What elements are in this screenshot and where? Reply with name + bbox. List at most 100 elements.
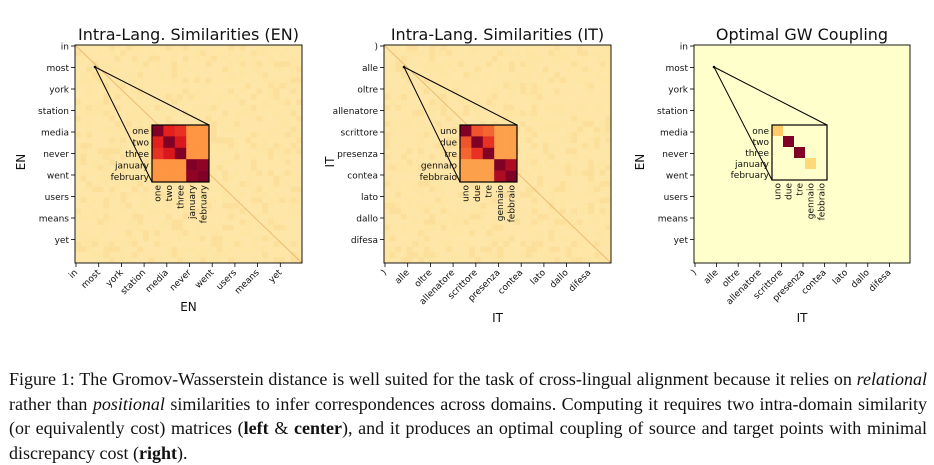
heatmap-texture-cell bbox=[109, 45, 115, 51]
heatmap-texture-cell bbox=[154, 230, 161, 236]
heatmap-texture-cell bbox=[503, 110, 509, 116]
heatmap-texture-cell bbox=[211, 104, 217, 111]
x-tick-label: most bbox=[80, 268, 103, 291]
heatmap-texture-cell bbox=[474, 110, 481, 116]
inset-cell bbox=[482, 159, 495, 171]
heatmap-texture-cell bbox=[491, 55, 498, 62]
heatmap-texture-cell bbox=[440, 164, 447, 171]
heatmap-texture-cell bbox=[177, 99, 183, 105]
heatmap-texture-cell bbox=[92, 72, 98, 78]
heatmap-texture-cell bbox=[480, 208, 487, 214]
heatmap-texture-cell bbox=[525, 192, 532, 198]
heatmap-texture-cell bbox=[97, 186, 104, 193]
heatmap-texture-cell bbox=[188, 192, 195, 198]
heatmap-texture-cell bbox=[446, 45, 453, 51]
heatmap-texture-cell bbox=[250, 115, 257, 122]
heatmap-texture-cell bbox=[148, 121, 155, 127]
heatmap-texture-cell bbox=[605, 132, 611, 138]
heatmap-texture-cell bbox=[126, 192, 132, 198]
heatmap-texture-cell bbox=[97, 241, 104, 247]
heatmap-texture-cell bbox=[143, 230, 149, 236]
heatmap-texture-cell bbox=[395, 159, 402, 165]
heatmap-texture-cell bbox=[97, 154, 104, 160]
heatmap-texture-cell bbox=[131, 115, 138, 122]
x-axis-label: IT bbox=[797, 311, 809, 325]
inset-row-label: due bbox=[440, 139, 457, 149]
heatmap-texture-cell bbox=[508, 83, 515, 89]
heatmap-texture-cell bbox=[395, 61, 402, 67]
heatmap-texture-cell bbox=[491, 197, 498, 204]
heatmap-texture-cell bbox=[109, 50, 115, 56]
heatmap-texture-cell bbox=[423, 230, 430, 236]
heatmap-texture-cell bbox=[531, 110, 538, 116]
heatmap-texture-cell bbox=[273, 126, 280, 133]
heatmap-texture-cell bbox=[469, 246, 475, 253]
heatmap-texture-cell bbox=[599, 104, 606, 111]
heatmap-texture-cell bbox=[440, 143, 447, 149]
heatmap-texture-cell bbox=[593, 197, 600, 204]
heatmap-texture-cell bbox=[531, 241, 538, 247]
heatmap-texture-cell bbox=[525, 88, 532, 95]
heatmap-texture-cell bbox=[216, 186, 223, 193]
heatmap-texture-cell bbox=[160, 181, 166, 187]
heatmap-texture-cell bbox=[92, 104, 98, 111]
heatmap-texture-cell bbox=[103, 94, 110, 100]
heatmap-texture-cell bbox=[384, 94, 390, 100]
heatmap-texture-cell bbox=[273, 197, 280, 204]
heatmap-texture-cell bbox=[114, 55, 121, 62]
heatmap-texture-cell bbox=[525, 132, 532, 138]
heatmap-texture-cell bbox=[486, 230, 492, 236]
zoom-connector bbox=[713, 66, 773, 181]
heatmap-texture-cell bbox=[239, 246, 246, 253]
heatmap-texture-cell bbox=[256, 132, 263, 138]
heatmap-texture-cell bbox=[429, 219, 436, 225]
heatmap-texture-cell bbox=[80, 55, 87, 62]
heatmap-texture-cell bbox=[554, 257, 560, 263]
heatmap-texture-cell bbox=[148, 208, 155, 214]
heatmap-texture-cell bbox=[548, 208, 555, 214]
heatmap-texture-cell bbox=[525, 77, 532, 84]
heatmap-texture-cell bbox=[165, 252, 172, 258]
heatmap-texture-cell bbox=[199, 197, 206, 204]
heatmap-texture-cell bbox=[435, 252, 441, 258]
heatmap-texture-cell bbox=[148, 50, 155, 56]
heatmap-texture-cell bbox=[109, 137, 115, 144]
heatmap-texture-cell bbox=[177, 72, 183, 78]
heatmap-texture-cell bbox=[605, 115, 611, 122]
heatmap-texture-cell bbox=[429, 66, 436, 73]
heatmap-texture-cell bbox=[582, 230, 589, 236]
heatmap-texture-cell bbox=[182, 55, 189, 62]
heatmap-texture-cell bbox=[228, 72, 234, 78]
heatmap-texture-cell bbox=[582, 192, 589, 198]
heatmap-texture-cell bbox=[429, 55, 436, 62]
heatmap-texture-cell bbox=[273, 224, 280, 231]
heatmap-texture-cell bbox=[525, 50, 532, 56]
heatmap-texture-cell bbox=[245, 148, 251, 154]
heatmap-texture-cell bbox=[395, 164, 402, 171]
heatmap-texture-cell bbox=[491, 252, 498, 258]
heatmap-texture-cell bbox=[103, 83, 110, 89]
heatmap-texture-cell bbox=[279, 257, 285, 263]
heatmap-texture-cell bbox=[109, 104, 115, 111]
heatmap-texture-cell bbox=[605, 197, 611, 204]
heatmap-texture-cell bbox=[211, 257, 217, 263]
heatmap-texture-cell bbox=[86, 104, 93, 111]
heatmap-texture-cell bbox=[103, 88, 110, 95]
heatmap-texture-cell bbox=[284, 148, 291, 154]
heatmap-texture-cell bbox=[205, 88, 212, 95]
heatmap-texture-cell bbox=[245, 230, 251, 236]
y-tick-label: lato bbox=[361, 193, 379, 203]
y-tick-label: media bbox=[660, 129, 688, 139]
heatmap-texture-cell bbox=[233, 235, 240, 242]
heatmap-texture-cell bbox=[418, 137, 424, 144]
heatmap-texture-cell bbox=[148, 224, 155, 231]
heatmap-texture-cell bbox=[435, 235, 441, 242]
heatmap-texture-cell bbox=[605, 45, 611, 51]
heatmap-texture-cell bbox=[284, 181, 291, 187]
heatmap-texture-cell bbox=[440, 72, 447, 78]
heatmap-texture-cell bbox=[92, 186, 98, 193]
heatmap-texture-cell bbox=[131, 219, 138, 225]
heatmap-texture-cell bbox=[279, 197, 285, 204]
heatmap-texture-cell bbox=[165, 203, 172, 209]
heatmap-texture-cell bbox=[114, 159, 121, 165]
